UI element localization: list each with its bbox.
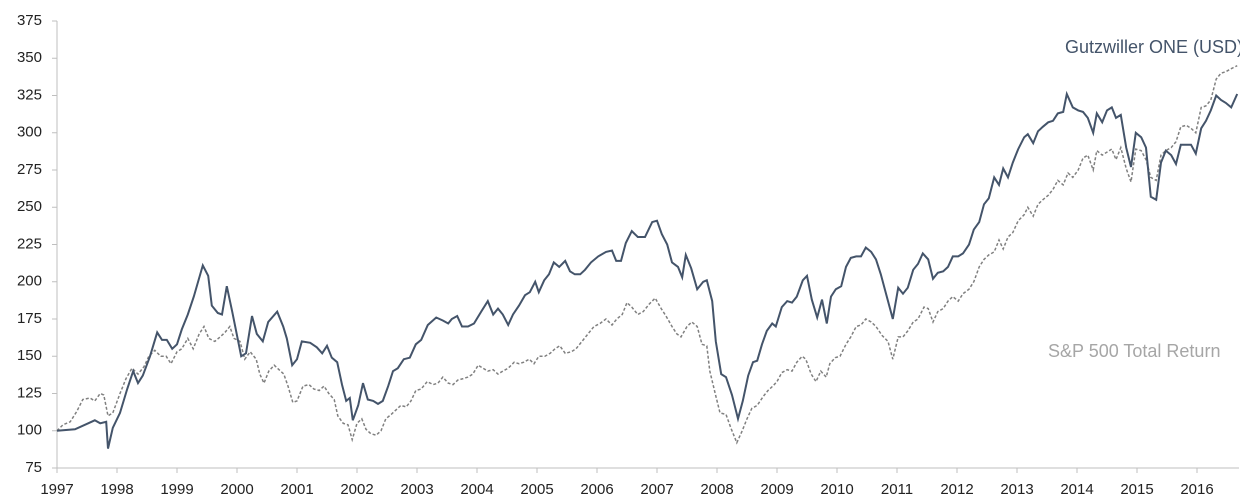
x-tick-label: 2011 xyxy=(881,481,913,498)
series-label: Gutzwiller ONE (USD) xyxy=(1065,37,1240,57)
y-tick-label: 150 xyxy=(17,347,42,364)
y-tick-label: 200 xyxy=(17,273,42,290)
y-tick-label: 350 xyxy=(17,49,42,66)
x-tick-label: 1997 xyxy=(40,481,73,498)
series-label: S&P 500 Total Return xyxy=(1048,341,1220,361)
y-tick-label: 375 xyxy=(17,12,42,29)
x-tick-label: 2006 xyxy=(580,481,613,498)
y-tick-label: 300 xyxy=(17,124,42,141)
x-tick-label: 2002 xyxy=(340,481,373,498)
x-tick-label: 2007 xyxy=(640,481,673,498)
x-tick-label: 2014 xyxy=(1060,481,1093,498)
y-tick-label: 250 xyxy=(17,198,42,215)
x-tick-label: 2000 xyxy=(220,481,253,498)
x-tick-label: 2008 xyxy=(700,481,733,498)
x-tick-label: 2010 xyxy=(820,481,853,498)
series-line xyxy=(56,90,1239,449)
x-tick-label: 2009 xyxy=(760,481,793,498)
x-tick-label: 2012 xyxy=(940,481,973,498)
x-tick-label: 2016 xyxy=(1180,481,1213,498)
x-tick-label: 2003 xyxy=(400,481,433,498)
x-tick-label: 1998 xyxy=(100,481,133,498)
x-tick-label: 1999 xyxy=(160,481,193,498)
y-tick-label: 175 xyxy=(17,310,42,327)
x-tick-label: 2005 xyxy=(520,481,553,498)
y-tick-label: 125 xyxy=(17,384,42,401)
x-tick-label: 2015 xyxy=(1120,481,1153,498)
y-tick-label: 325 xyxy=(17,86,42,103)
y-tick-label: 75 xyxy=(25,459,42,476)
y-tick-label: 275 xyxy=(17,161,42,178)
x-tick-label: 2004 xyxy=(460,481,493,498)
series-line xyxy=(56,65,1238,445)
x-tick-label: 2013 xyxy=(1000,481,1033,498)
y-tick-label: 225 xyxy=(17,235,42,252)
y-tick-label: 100 xyxy=(17,422,42,439)
x-tick-label: 2001 xyxy=(280,481,313,498)
